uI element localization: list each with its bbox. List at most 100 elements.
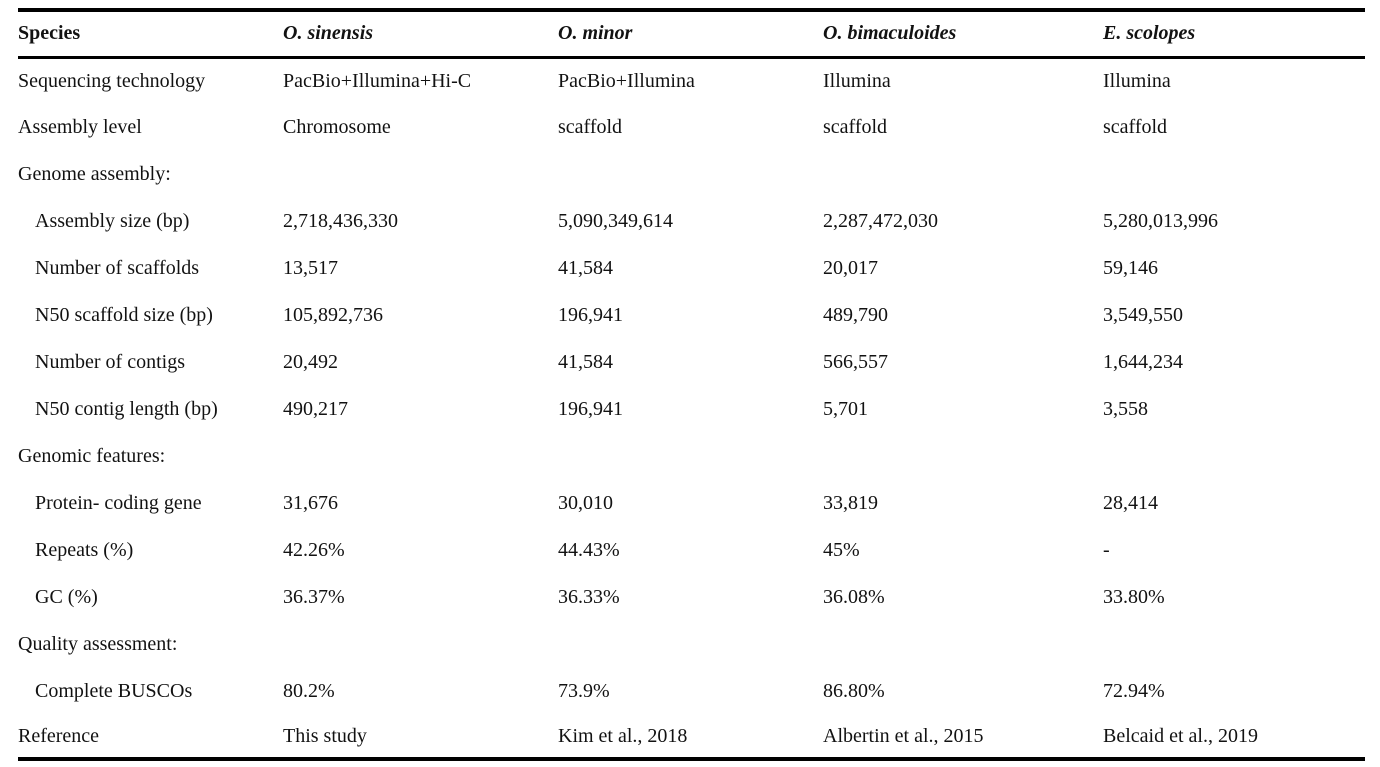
cell-value <box>823 433 1103 480</box>
cell-value: PacBio+Illumina+Hi-C <box>283 69 472 92</box>
row-label: Number of contigs <box>35 351 185 373</box>
table-row: Assembly level Chromosome scaffold scaffold… <box>18 104 1365 151</box>
row-label: Genome assembly: <box>18 163 171 185</box>
cell-value <box>823 621 1103 668</box>
cell-value: Illumina <box>823 69 891 92</box>
cell-value: 2,718,436,330 <box>283 210 398 232</box>
cell-value: Albertin et al., 2015 <box>823 724 984 747</box>
cell-value: 41,584 <box>558 351 613 373</box>
cell-value: scaffold <box>1103 116 1168 138</box>
cell-value: 59,146 <box>1103 257 1158 279</box>
cell-value: Kim et al., 2018 <box>558 724 688 747</box>
cell-value: 28,414 <box>1103 492 1158 514</box>
column-header-o-minor: O. minor <box>558 22 633 45</box>
column-header-species: Species <box>18 22 81 45</box>
column-header-e-scolopes: E. scolopes <box>1103 22 1196 45</box>
table-row: N50 contig length (bp) 490,217 196,941 5,70… <box>18 386 1365 433</box>
cell-value: 41,584 <box>558 257 613 279</box>
cell-value: 20,017 <box>823 257 878 279</box>
cell-value: Illumina <box>1103 69 1171 92</box>
cell-value <box>558 151 823 198</box>
column-header-o-sinensis: O. sinensis <box>283 22 374 45</box>
cell-value <box>283 621 558 668</box>
table-row: N50 scaffold size (bp) 105,892,736 196,941… <box>18 292 1365 339</box>
cell-value: 20,492 <box>283 351 338 373</box>
cell-value: 45% <box>823 539 860 561</box>
cell-value: 3,558 <box>1103 398 1148 420</box>
row-label: Complete BUSCOs <box>35 680 193 702</box>
cell-value: 196,941 <box>558 304 623 326</box>
cell-value: 566,557 <box>823 351 888 373</box>
cell-value: 44.43% <box>558 539 620 561</box>
row-label: Reference <box>18 724 100 747</box>
table-row: Number of scaffolds 13,517 41,584 20,017 59,… <box>18 245 1365 292</box>
section-row: Quality assessment: <box>18 621 1365 668</box>
row-label: Genomic features: <box>18 445 166 467</box>
table-row: GC (%) 36.37% 36.33% 36.08% 33.80% <box>18 574 1365 621</box>
column-header-o-bimaculoides: O. bimaculoides <box>823 22 957 45</box>
cell-value: 36.37% <box>283 586 345 608</box>
table-row: Reference This study Kim et al., 2018 Alber… <box>18 715 1365 759</box>
cell-value: scaffold <box>823 116 888 138</box>
cell-value <box>823 151 1103 198</box>
row-label: N50 contig length (bp) <box>35 398 218 420</box>
cell-value: PacBio+Illumina <box>558 69 695 92</box>
table-body: Sequencing technology PacBio+Illumina+Hi-… <box>18 57 1365 759</box>
cell-value <box>1103 151 1365 198</box>
cell-value <box>283 151 558 198</box>
cell-value: 490,217 <box>283 398 348 420</box>
table-header-row: Species O. sinensis O. minor O. bimaculoide… <box>18 10 1365 57</box>
cell-value: 105,892,736 <box>283 304 383 326</box>
cell-value <box>1103 621 1365 668</box>
row-label: Protein- coding gene <box>35 492 202 514</box>
cell-value: 2,287,472,030 <box>823 210 938 232</box>
cell-value: - <box>1103 539 1110 561</box>
cell-value: 5,090,349,614 <box>558 210 673 232</box>
cell-value: 33.80% <box>1103 586 1165 608</box>
row-label: Number of scaffolds <box>35 257 200 279</box>
cell-value: 13,517 <box>283 257 338 279</box>
cell-value <box>558 621 823 668</box>
cell-value: 42.26% <box>283 539 345 561</box>
section-row: Genomic features: <box>18 433 1365 480</box>
cell-value: 3,549,550 <box>1103 304 1183 326</box>
cell-value: 36.08% <box>823 586 885 608</box>
table-header: Species O. sinensis O. minor O. bimaculoide… <box>18 10 1365 57</box>
cell-value: 36.33% <box>558 586 620 608</box>
cell-value: 73.9% <box>558 680 610 702</box>
cell-value: 1,644,234 <box>1103 351 1183 373</box>
row-label: Quality assessment: <box>18 633 178 655</box>
table-row: Protein- coding gene 31,676 30,010 33,819 28… <box>18 480 1365 527</box>
table-row: Repeats (%) 42.26% 44.43% 45% - <box>18 527 1365 574</box>
cell-value <box>558 433 823 480</box>
cell-value: 80.2% <box>283 680 335 702</box>
row-label: GC (%) <box>35 586 98 608</box>
cell-value: scaffold <box>558 116 623 138</box>
cell-value: 33,819 <box>823 492 878 514</box>
row-label: N50 scaffold size (bp) <box>35 304 213 326</box>
table-row: Complete BUSCOs 80.2% 73.9% 86.80% 72.94% <box>18 668 1365 715</box>
cell-value <box>283 433 558 480</box>
table-row: Assembly size (bp) 2,718,436,330 5,090,349… <box>18 198 1365 245</box>
cell-value <box>1103 433 1365 480</box>
section-row: Genome assembly: <box>18 151 1365 198</box>
genome-assembly-comparison-table: Species O. sinensis O. minor O. bimaculoide… <box>18 8 1365 761</box>
cell-value: 5,701 <box>823 398 868 420</box>
table-row: Number of contigs 20,492 41,584 566,557 1,64… <box>18 339 1365 386</box>
cell-value: 5,280,013,996 <box>1103 210 1218 232</box>
cell-value: 86.80% <box>823 680 885 702</box>
row-label: Sequencing technology <box>18 69 206 92</box>
cell-value: 489,790 <box>823 304 888 326</box>
table-row: Sequencing technology PacBio+Illumina+Hi-… <box>18 57 1365 104</box>
cell-value: Belcaid et al., 2019 <box>1103 724 1258 747</box>
row-label: Repeats (%) <box>35 539 134 561</box>
cell-value: 31,676 <box>283 492 338 514</box>
cell-value: 196,941 <box>558 398 623 420</box>
row-label: Assembly level <box>18 116 142 138</box>
cell-value: 30,010 <box>558 492 613 514</box>
cell-value: This study <box>283 724 367 747</box>
row-label: Assembly size (bp) <box>35 210 190 232</box>
cell-value: 72.94% <box>1103 680 1165 702</box>
cell-value: Chromosome <box>283 116 391 138</box>
